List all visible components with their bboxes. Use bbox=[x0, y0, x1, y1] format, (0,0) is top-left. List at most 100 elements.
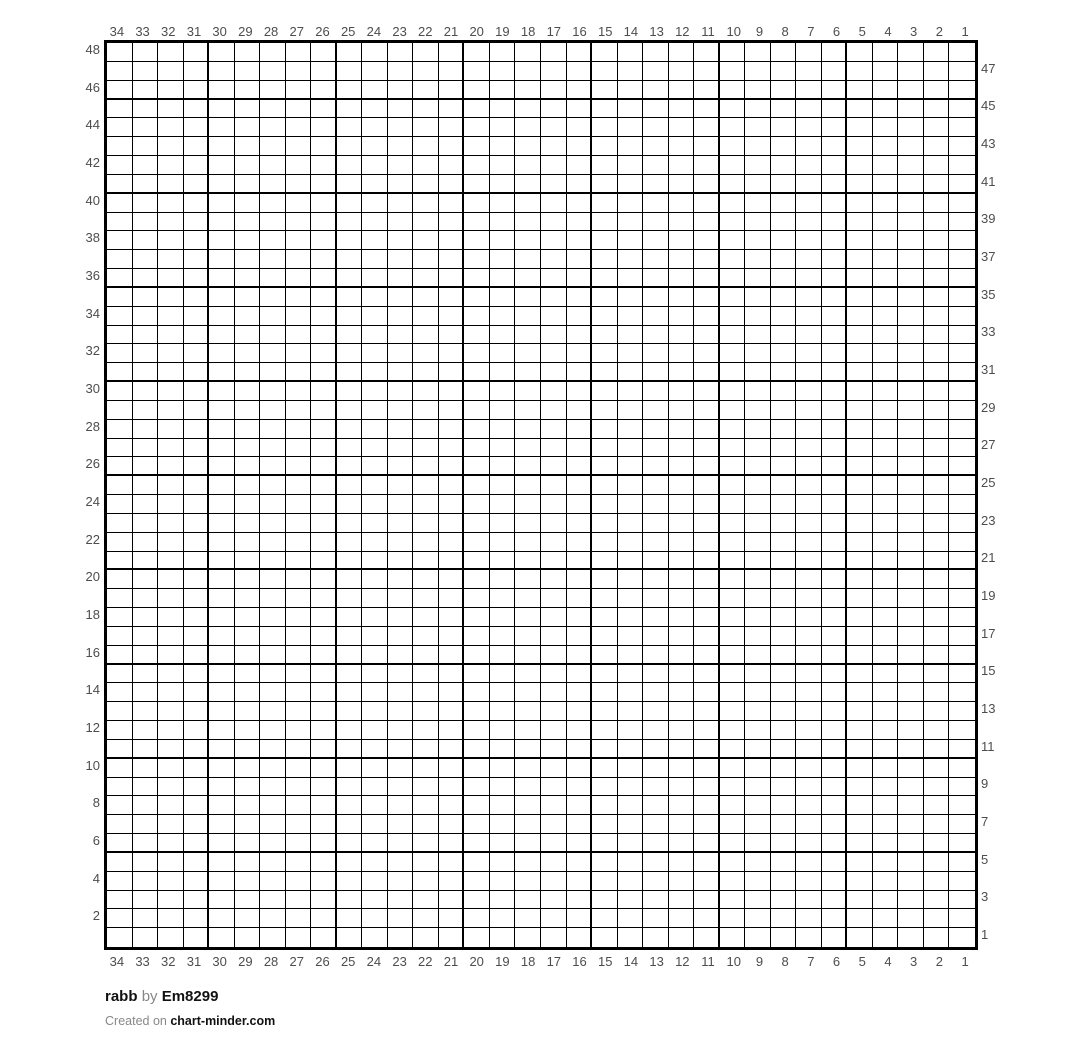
grid-cell[interactable] bbox=[285, 250, 312, 269]
grid-cell[interactable] bbox=[158, 852, 184, 872]
grid-cell[interactable] bbox=[107, 852, 133, 872]
grid-cell[interactable] bbox=[464, 890, 490, 910]
grid-cell[interactable] bbox=[183, 721, 210, 740]
grid-cell[interactable] bbox=[337, 928, 363, 947]
grid-cell[interactable] bbox=[209, 626, 235, 646]
grid-cell[interactable] bbox=[643, 702, 669, 721]
grid-cell[interactable] bbox=[260, 495, 286, 514]
grid-cell[interactable] bbox=[923, 664, 950, 684]
grid-cell[interactable] bbox=[694, 118, 720, 138]
grid-cell[interactable] bbox=[566, 739, 593, 759]
grid-cell[interactable] bbox=[872, 306, 899, 326]
grid-cell[interactable] bbox=[311, 269, 337, 288]
grid-cell[interactable] bbox=[209, 739, 235, 759]
grid-cell[interactable] bbox=[719, 476, 746, 495]
grid-cell[interactable] bbox=[515, 400, 541, 420]
grid-cell[interactable] bbox=[643, 928, 669, 947]
grid-cell[interactable] bbox=[234, 174, 261, 194]
grid-cell[interactable] bbox=[311, 608, 337, 627]
grid-cell[interactable] bbox=[668, 909, 695, 929]
grid-cell[interactable] bbox=[438, 495, 465, 514]
grid-cell[interactable] bbox=[336, 43, 363, 62]
grid-cell[interactable] bbox=[489, 721, 516, 740]
grid-cell[interactable] bbox=[515, 212, 541, 232]
grid-cell[interactable] bbox=[821, 306, 848, 326]
grid-cell[interactable] bbox=[362, 363, 388, 382]
grid-cell[interactable] bbox=[719, 80, 746, 100]
grid-cell[interactable] bbox=[617, 664, 644, 684]
grid-cell[interactable] bbox=[362, 589, 388, 608]
grid-cell[interactable] bbox=[719, 457, 746, 477]
grid-cell[interactable] bbox=[745, 344, 771, 364]
grid-cell[interactable] bbox=[515, 721, 541, 740]
grid-cell[interactable] bbox=[464, 739, 490, 759]
grid-cell[interactable] bbox=[821, 834, 848, 853]
grid-cell[interactable] bbox=[387, 513, 414, 533]
grid-cell[interactable] bbox=[540, 589, 567, 608]
grid-cell[interactable] bbox=[311, 777, 337, 797]
grid-cell[interactable] bbox=[617, 363, 644, 382]
grid-cell[interactable] bbox=[617, 551, 644, 571]
grid-cell[interactable] bbox=[362, 457, 388, 477]
grid-cell[interactable] bbox=[336, 269, 363, 288]
grid-cell[interactable] bbox=[668, 212, 695, 232]
grid-cell[interactable] bbox=[438, 476, 465, 495]
grid-cell[interactable] bbox=[796, 231, 822, 251]
grid-cell[interactable] bbox=[132, 702, 159, 721]
grid-cell[interactable] bbox=[796, 796, 822, 816]
grid-cell[interactable] bbox=[745, 909, 771, 929]
grid-cell[interactable] bbox=[107, 928, 133, 947]
grid-cell[interactable] bbox=[821, 626, 848, 646]
grid-cell[interactable] bbox=[362, 777, 388, 797]
grid-cell[interactable] bbox=[285, 495, 312, 514]
grid-cell[interactable] bbox=[592, 551, 618, 571]
grid-cell[interactable] bbox=[694, 570, 720, 590]
grid-cell[interactable] bbox=[719, 325, 746, 345]
grid-cell[interactable] bbox=[694, 212, 720, 232]
grid-cell[interactable] bbox=[413, 250, 439, 269]
grid-cell[interactable] bbox=[821, 589, 848, 608]
grid-cell[interactable] bbox=[387, 99, 414, 119]
grid-cell[interactable] bbox=[872, 400, 899, 420]
grid-cell[interactable] bbox=[770, 174, 797, 194]
grid-cell[interactable] bbox=[770, 400, 797, 420]
grid-cell[interactable] bbox=[847, 80, 873, 100]
grid-cell[interactable] bbox=[464, 287, 490, 307]
grid-cell[interactable] bbox=[847, 118, 873, 138]
grid-cell[interactable] bbox=[387, 61, 414, 81]
grid-cell[interactable] bbox=[311, 231, 337, 251]
grid-cell[interactable] bbox=[770, 626, 797, 646]
grid-cell[interactable] bbox=[770, 721, 797, 740]
grid-cell[interactable] bbox=[387, 589, 414, 608]
grid-cell[interactable] bbox=[438, 400, 465, 420]
grid-cell[interactable] bbox=[770, 250, 797, 269]
grid-cell[interactable] bbox=[158, 589, 184, 608]
grid-cell[interactable] bbox=[235, 928, 261, 947]
grid-cell[interactable] bbox=[234, 382, 261, 401]
grid-cell[interactable] bbox=[387, 871, 414, 891]
grid-cell[interactable] bbox=[464, 306, 490, 326]
grid-cell[interactable] bbox=[132, 626, 159, 646]
grid-cell[interactable] bbox=[260, 626, 286, 646]
grid-cell[interactable] bbox=[898, 909, 924, 929]
grid-cell[interactable] bbox=[643, 80, 669, 100]
grid-cell[interactable] bbox=[540, 608, 567, 627]
grid-cell[interactable] bbox=[336, 250, 363, 269]
grid-cell[interactable] bbox=[158, 438, 184, 458]
grid-cell[interactable] bbox=[132, 250, 159, 269]
grid-cell[interactable] bbox=[923, 683, 950, 703]
grid-cell[interactable] bbox=[209, 325, 235, 345]
grid-cell[interactable] bbox=[387, 796, 414, 816]
grid-cell[interactable] bbox=[107, 664, 133, 684]
grid-cell[interactable] bbox=[387, 890, 414, 910]
grid-cell[interactable] bbox=[898, 702, 924, 721]
grid-cell[interactable] bbox=[898, 626, 924, 646]
grid-cell[interactable] bbox=[285, 438, 312, 458]
grid-cell[interactable] bbox=[745, 608, 771, 627]
grid-cell[interactable] bbox=[923, 212, 950, 232]
grid-cell[interactable] bbox=[158, 758, 184, 778]
grid-cell[interactable] bbox=[694, 532, 720, 552]
grid-cell[interactable] bbox=[745, 664, 771, 684]
grid-cell[interactable] bbox=[515, 532, 541, 552]
grid-cell[interactable] bbox=[387, 758, 414, 778]
